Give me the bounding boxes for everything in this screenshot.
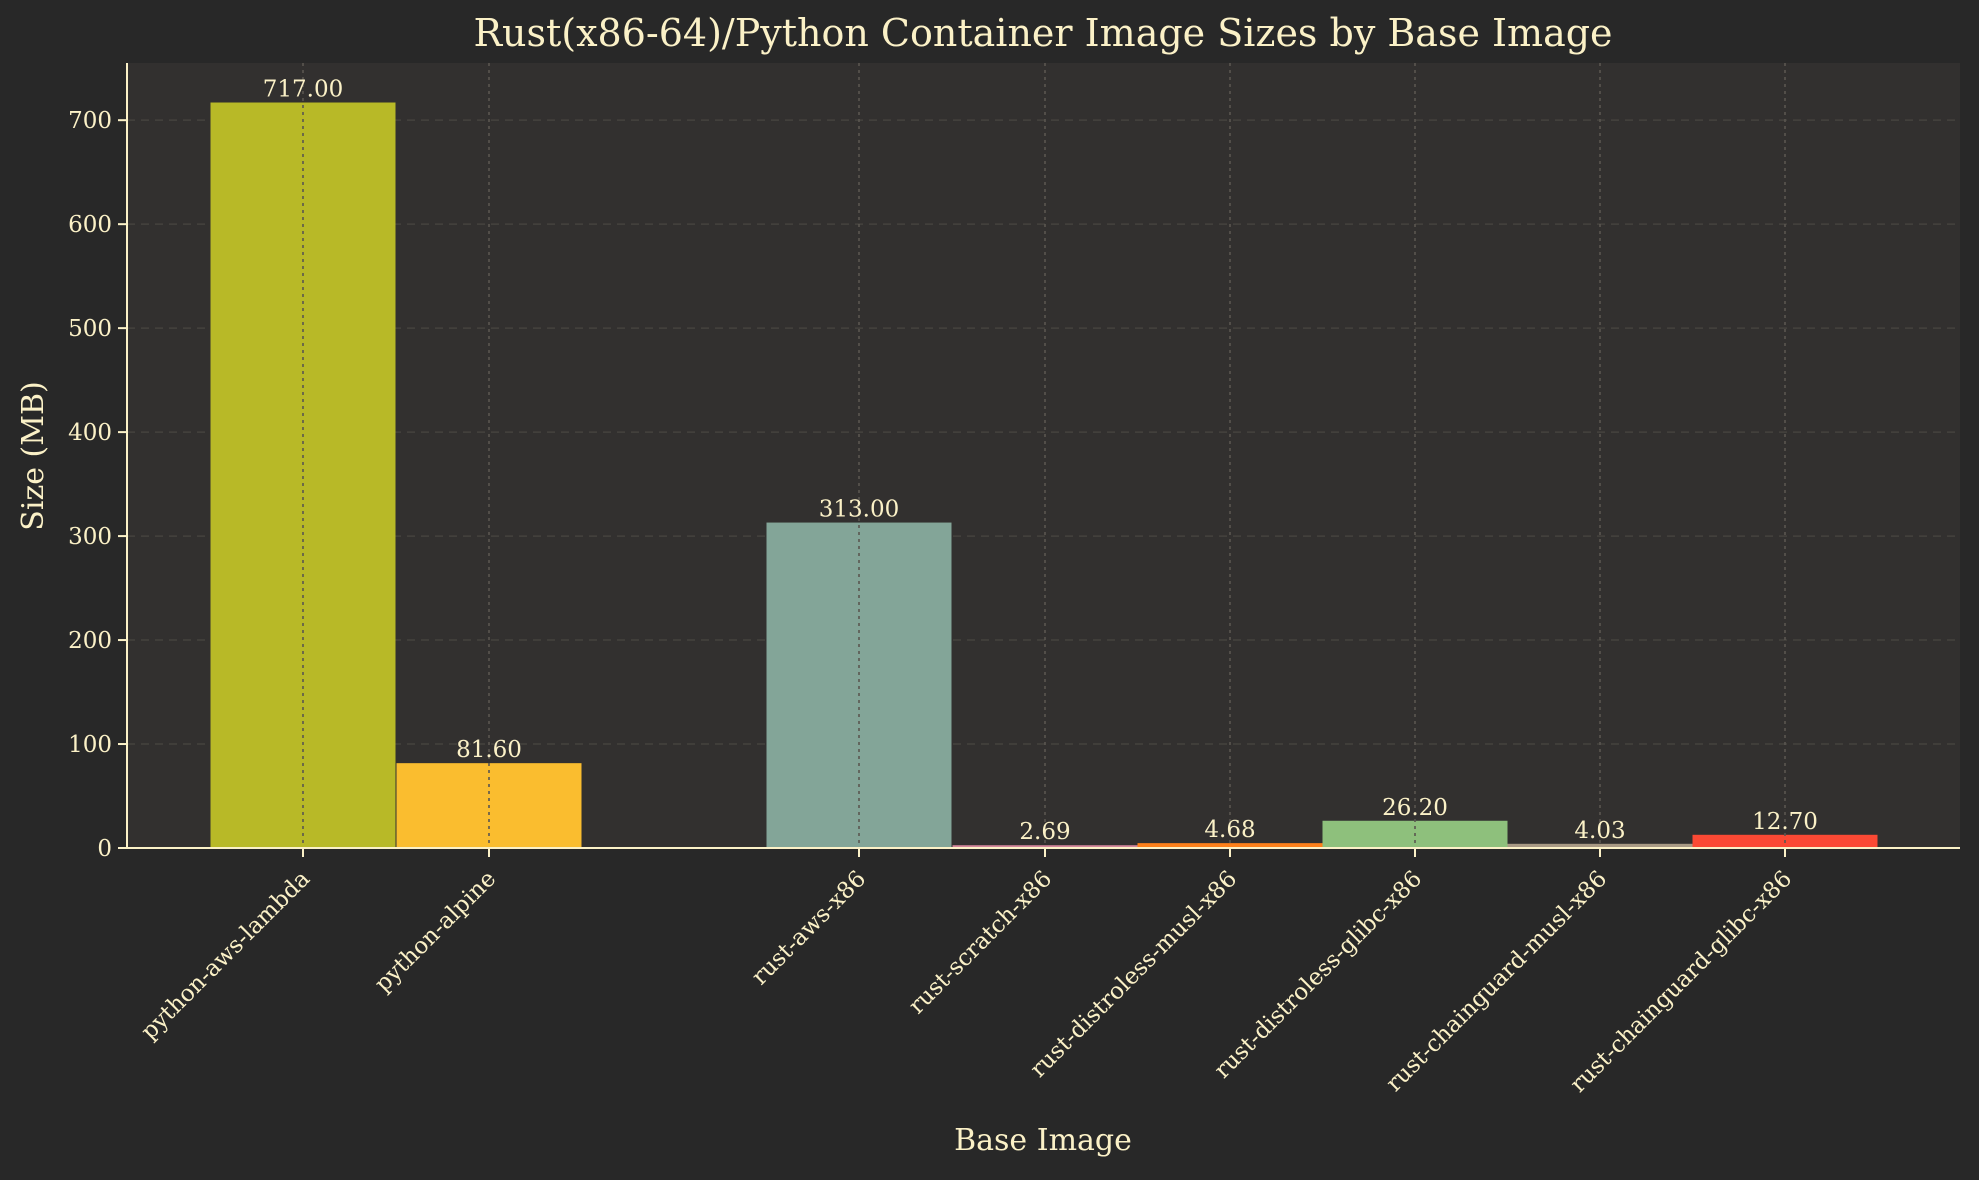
x-tick-label: rust-chainguard-glibc-x86 [1565,866,1797,1098]
data-labels: 717.00 81.60 313.00 2.69 4.68 26.20 4.03 12.70 [263,77,1818,846]
bar-value-label: 717.00 [263,77,343,103]
y-tick-label: 400 [68,420,112,446]
y-tick-label: 0 [97,836,112,862]
y-ticks: 0 100 200 300 400 500 600 700 [68,108,127,862]
vertical-grid [302,63,1786,848]
x-tick-label: rust-distroless-musl-x86 [1025,866,1242,1083]
bar [1507,843,1693,848]
x-tick-label: rust-aws-x86 [747,866,871,990]
y-tick-label: 500 [68,316,112,342]
bar-value-label: 313.00 [819,497,899,523]
x-axis-label: Base Image [954,1123,1132,1158]
x-tick-label: python-alpine [370,866,501,997]
y-tick-label: 100 [68,732,112,758]
bar [1137,843,1323,848]
y-tick-label: 200 [68,628,112,654]
plot-background [127,63,1960,848]
y-tick-label: 300 [68,524,112,550]
chart-title: Rust(x86-64)/Python Container Image Size… [473,11,1612,55]
x-tick-label: python-aws-lambda [136,866,315,1045]
bar [952,845,1138,848]
bar-value-label: 4.03 [1574,818,1625,844]
x-tick-label: rust-chainguard-musl-x86 [1381,866,1612,1097]
y-tick-label: 700 [68,108,112,134]
bar-value-label: 12.70 [1752,809,1818,835]
bar-value-label: 26.20 [1382,795,1448,821]
bar-value-label: 4.68 [1204,817,1255,843]
x-ticks: python-aws-lambda python-alpine rust-aws-x… [136,848,1797,1098]
x-tick-label: rust-distroless-glibc-x86 [1209,866,1427,1084]
bar-value-label: 2.69 [1019,819,1070,845]
grid [127,119,1960,849]
bar-value-label: 81.60 [456,737,522,763]
y-axis-label: Size (MB) [16,381,51,530]
y-tick-label: 600 [68,212,112,238]
x-tick-label: rust-scratch-x86 [904,866,1057,1019]
